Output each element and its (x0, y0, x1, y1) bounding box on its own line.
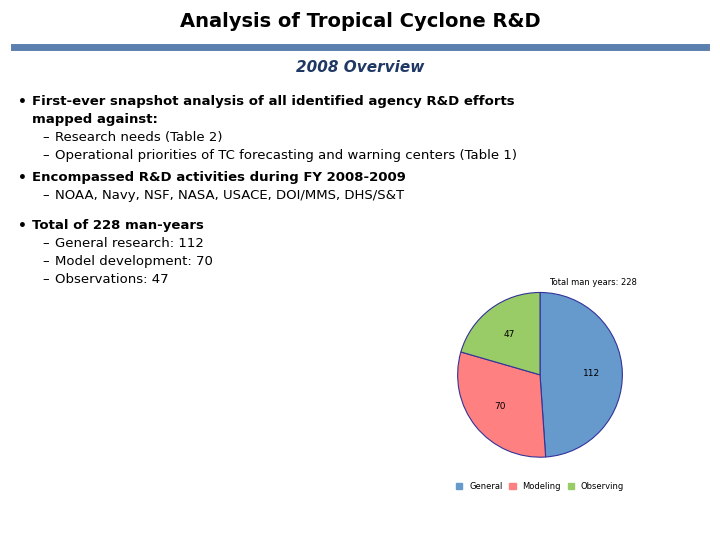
Text: WG/TCR: WG/TCR (547, 506, 603, 519)
Wedge shape (461, 293, 540, 375)
Text: 47: 47 (503, 329, 515, 339)
Wedge shape (540, 293, 622, 457)
Text: –: – (42, 131, 49, 144)
Text: •: • (18, 219, 27, 233)
Text: Observations: 47: Observations: 47 (55, 273, 168, 286)
Text: 70: 70 (495, 402, 506, 411)
Text: –: – (42, 237, 49, 250)
Text: Total of 228 man-years: Total of 228 man-years (32, 219, 204, 232)
Text: •: • (18, 171, 27, 185)
Wedge shape (458, 352, 546, 457)
Text: 8: 8 (694, 506, 702, 519)
Text: NOAA, Navy, NSF, NASA, USACE, DOI/MMS, DHS/S&T: NOAA, Navy, NSF, NASA, USACE, DOI/MMS, D… (55, 189, 404, 202)
Text: –: – (42, 189, 49, 202)
Text: First-ever snapshot analysis of all identified agency R&D efforts: First-ever snapshot analysis of all iden… (32, 95, 515, 108)
Text: –: – (42, 149, 49, 162)
Text: Encompassed R&D activities during FY 2008-2009: Encompassed R&D activities during FY 200… (32, 171, 406, 184)
Text: •: • (18, 95, 27, 109)
Text: Model development: 70: Model development: 70 (55, 255, 213, 268)
Text: OFCM-Sponsored Working Group for Tropical Cyclone: OFCM-Sponsored Working Group for Tropica… (14, 508, 328, 517)
Text: 2008 Overview: 2008 Overview (296, 60, 424, 76)
Text: 112: 112 (582, 369, 600, 377)
Text: –: – (42, 273, 49, 286)
Text: General research: 112: General research: 112 (55, 237, 204, 250)
Text: Operational priorities of TC forecasting and warning centers (Table 1): Operational priorities of TC forecasting… (55, 149, 517, 162)
Text: Research needs (Table 2): Research needs (Table 2) (55, 131, 222, 144)
Text: –: – (42, 255, 49, 268)
Legend: General, Modeling, Observing: General, Modeling, Observing (452, 478, 628, 494)
Text: Total man years: 228: Total man years: 228 (549, 278, 636, 287)
Text: mapped against:: mapped against: (32, 113, 158, 126)
Text: Analysis of Tropical Cyclone R&D: Analysis of Tropical Cyclone R&D (180, 12, 540, 31)
